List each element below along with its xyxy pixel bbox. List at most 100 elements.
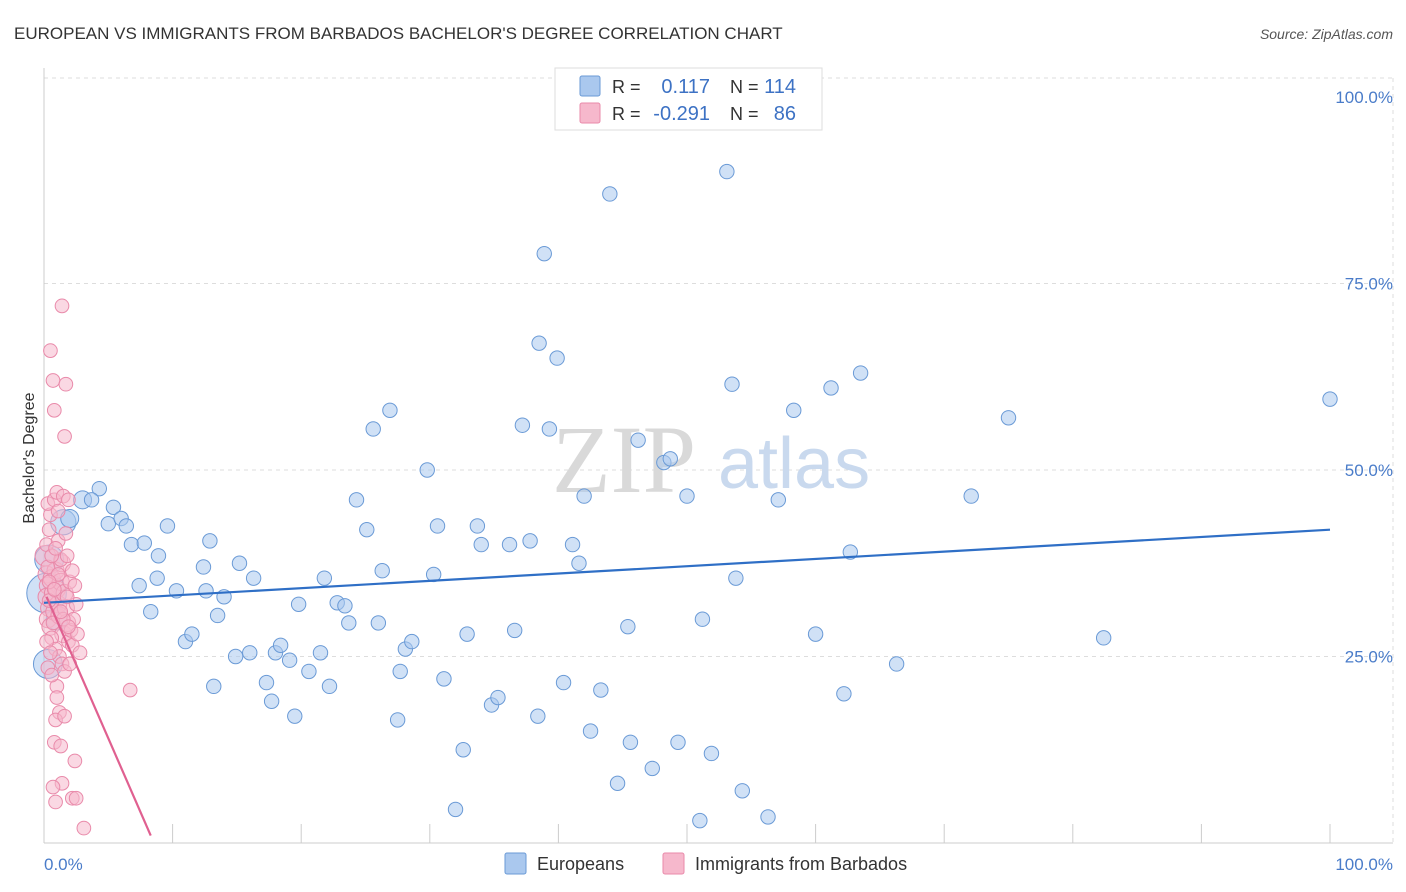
scatter-point [67,578,83,593]
scatter-point [703,745,720,762]
scatter-point [45,779,61,795]
scatter-point [436,671,452,687]
points-layer [26,163,1338,836]
watermark-atlas: atlas [718,424,870,504]
scatter-point [159,518,176,534]
scatter-point [122,682,138,698]
axis-layer: 25.0% 50.0% 75.0% 100.0% 0.0% 100.0% [43,68,1393,874]
scatter-point [370,615,387,631]
scatter-point [692,812,708,829]
trend-layer [43,528,1331,836]
series-pink [34,298,138,836]
scatter-point [576,488,592,504]
scatter-point [58,376,74,392]
scatter-point [59,548,75,564]
series-blue [26,163,1338,829]
scatter-point [760,809,776,825]
scatter-point [1322,391,1338,407]
scatter-point [290,596,307,612]
scatter-point [258,674,275,691]
scatter-point [143,604,159,620]
stats-legend-r-label-barbados: R = [612,104,641,124]
scatter-point [184,626,200,642]
scatter-point [150,548,167,564]
scatter-point [195,559,212,575]
stats-legend-r-label-europeans: R = [612,77,641,97]
scatter-point [506,622,523,639]
scatter-point [198,583,214,599]
scatter-point [337,598,353,614]
scatter-point [321,678,338,695]
series-legend-swatch-europeans [504,852,527,875]
scatter-point [609,775,626,792]
scatter-point [123,536,140,553]
y-tick-label: 25.0% [1345,648,1393,667]
scatter-point [501,536,518,553]
scatter-point [670,734,686,750]
scatter-point [662,451,678,467]
scatter-point [852,365,869,381]
scatter-point [76,820,92,836]
scatter-point [719,163,735,180]
scatter-point [455,742,471,758]
scatter-point [382,402,398,419]
scatter-point [374,563,390,579]
y-tick-label: 75.0% [1345,275,1393,294]
scatter-point [83,492,100,508]
scatter-point [263,693,280,709]
scatter-point [49,690,65,705]
scatter-point [419,462,435,478]
scatter-point [100,516,117,532]
stats-legend-n-label-europeans: N = [730,77,759,97]
y-tick-label: 50.0% [1345,461,1393,480]
scatter-point [68,790,84,806]
scatter-point [316,570,333,586]
scatter-point [728,570,744,586]
scatter-point [807,626,824,642]
scatter-point [359,521,375,538]
scatter-point [447,801,464,818]
stats-legend-swatch-barbados [579,102,601,124]
scatter-point [724,376,740,392]
scatter-point [43,645,58,661]
scatter-point [245,570,262,586]
watermark: ZIP atlas [552,406,870,513]
scatter-point [564,536,581,553]
scatter-point [54,298,70,314]
scatter-point [694,611,711,627]
scatter-point [45,373,61,388]
scatter-point [392,663,408,680]
scatter-point [823,380,839,396]
scatter-point [593,682,609,698]
trend-line-blue [43,528,1331,604]
scatter-point [287,708,303,724]
scatter-point [67,753,83,769]
scatter-point [459,626,475,642]
stats-legend-n-value-barbados: 86 [774,103,796,125]
scatter-point [620,618,636,635]
scatter-point [118,518,135,534]
scatter-point [61,492,76,508]
stats-legend-swatch-europeans [579,75,601,97]
x-tick-label: 0.0% [44,855,83,874]
scatter-point [272,637,289,654]
scatter-point [242,645,258,661]
scatter-point [227,648,244,665]
scatter-point [630,432,646,448]
series-legend-label-europeans: Europeans [537,854,624,874]
scatter-point [1095,630,1112,646]
stats-legend: R = 0.117 N = 114 R = -0.291 N = 86 [554,67,823,131]
chart-source: Source: ZipAtlas.com [1260,26,1393,42]
scatter-point [209,607,226,624]
scatter-point [429,518,446,534]
series-legend-label-barbados: Immigrants from Barbados [695,854,907,874]
scatter-point [61,619,76,634]
scatter-point [530,708,546,724]
scatter-point [53,738,69,754]
scatter-point [963,488,979,504]
scatter-point [473,536,489,553]
scatter-point [541,421,558,437]
scatter-point [48,540,63,556]
scatter-point [348,492,365,508]
